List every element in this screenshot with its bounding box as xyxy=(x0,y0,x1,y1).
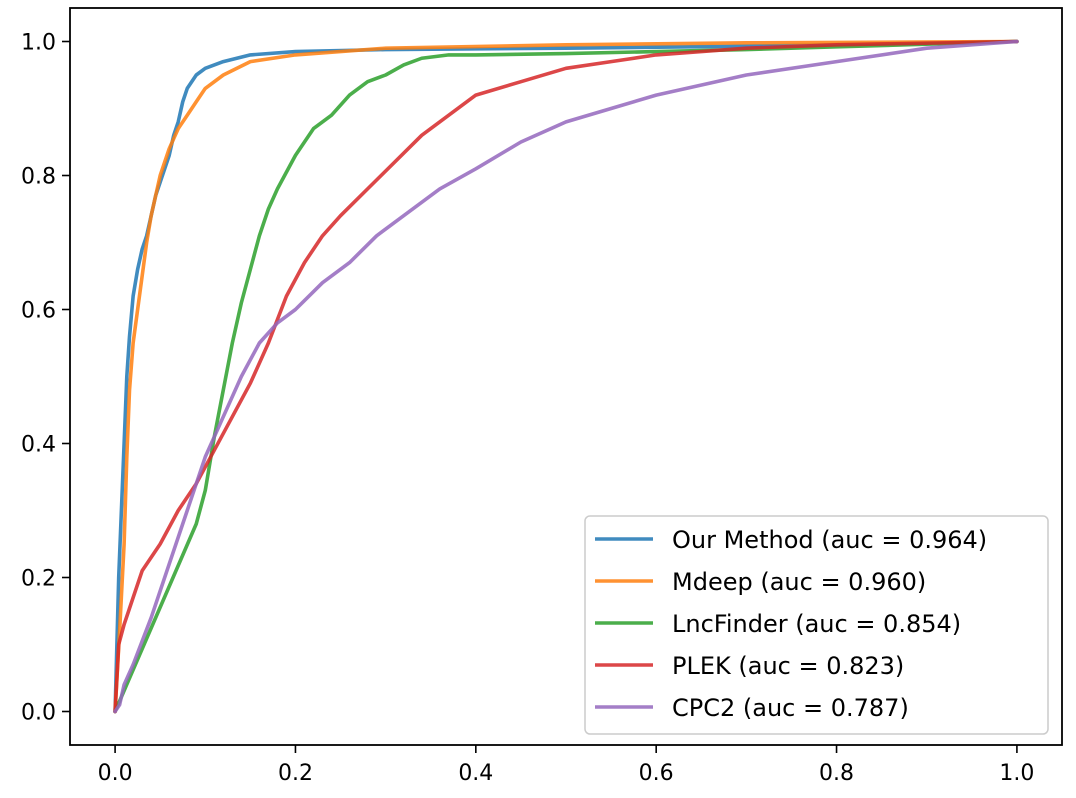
legend-label-1: Mdeep (auc = 0.960) xyxy=(672,568,926,596)
x-tick-label: 0.4 xyxy=(458,761,493,786)
y-tick-label: 0.0 xyxy=(21,701,56,726)
series-lines xyxy=(113,39,1019,714)
series-line-4 xyxy=(113,39,1019,714)
x-tick-label: 0.2 xyxy=(278,761,313,786)
legend-label-2: LncFinder (auc = 0.854) xyxy=(672,610,961,638)
x-axis: 0.0 0.2 0.4 0.6 0.8 1.0 xyxy=(98,745,1034,786)
legend-label-0: Our Method (auc = 0.964) xyxy=(672,526,987,554)
y-tick-label: 1.0 xyxy=(21,31,56,56)
legend-label-4: CPC2 (auc = 0.787) xyxy=(672,694,909,722)
y-tick-label: 0.6 xyxy=(21,299,56,324)
plot-frame xyxy=(69,7,1063,746)
x-tick-label: 0.0 xyxy=(98,761,133,786)
series-line-3 xyxy=(113,39,1019,714)
series-line-1 xyxy=(113,39,1019,714)
legend-label-3: PLEK (auc = 0.823) xyxy=(672,652,904,680)
y-axis: 0.0 0.2 0.4 0.6 0.8 1.0 xyxy=(21,31,70,726)
x-tick-label: 0.6 xyxy=(639,761,674,786)
x-tick-label: 1.0 xyxy=(999,761,1034,786)
x-tick-label: 0.8 xyxy=(819,761,854,786)
series-line-2 xyxy=(113,39,1019,714)
y-tick-label: 0.2 xyxy=(21,567,56,592)
series-line-0 xyxy=(113,39,1019,714)
y-tick-label: 0.4 xyxy=(21,433,56,458)
legend-box xyxy=(584,515,1049,735)
y-tick-label: 0.8 xyxy=(21,165,56,190)
legend: Our Method (auc = 0.964) Mdeep (auc = 0.9… xyxy=(584,515,1049,735)
